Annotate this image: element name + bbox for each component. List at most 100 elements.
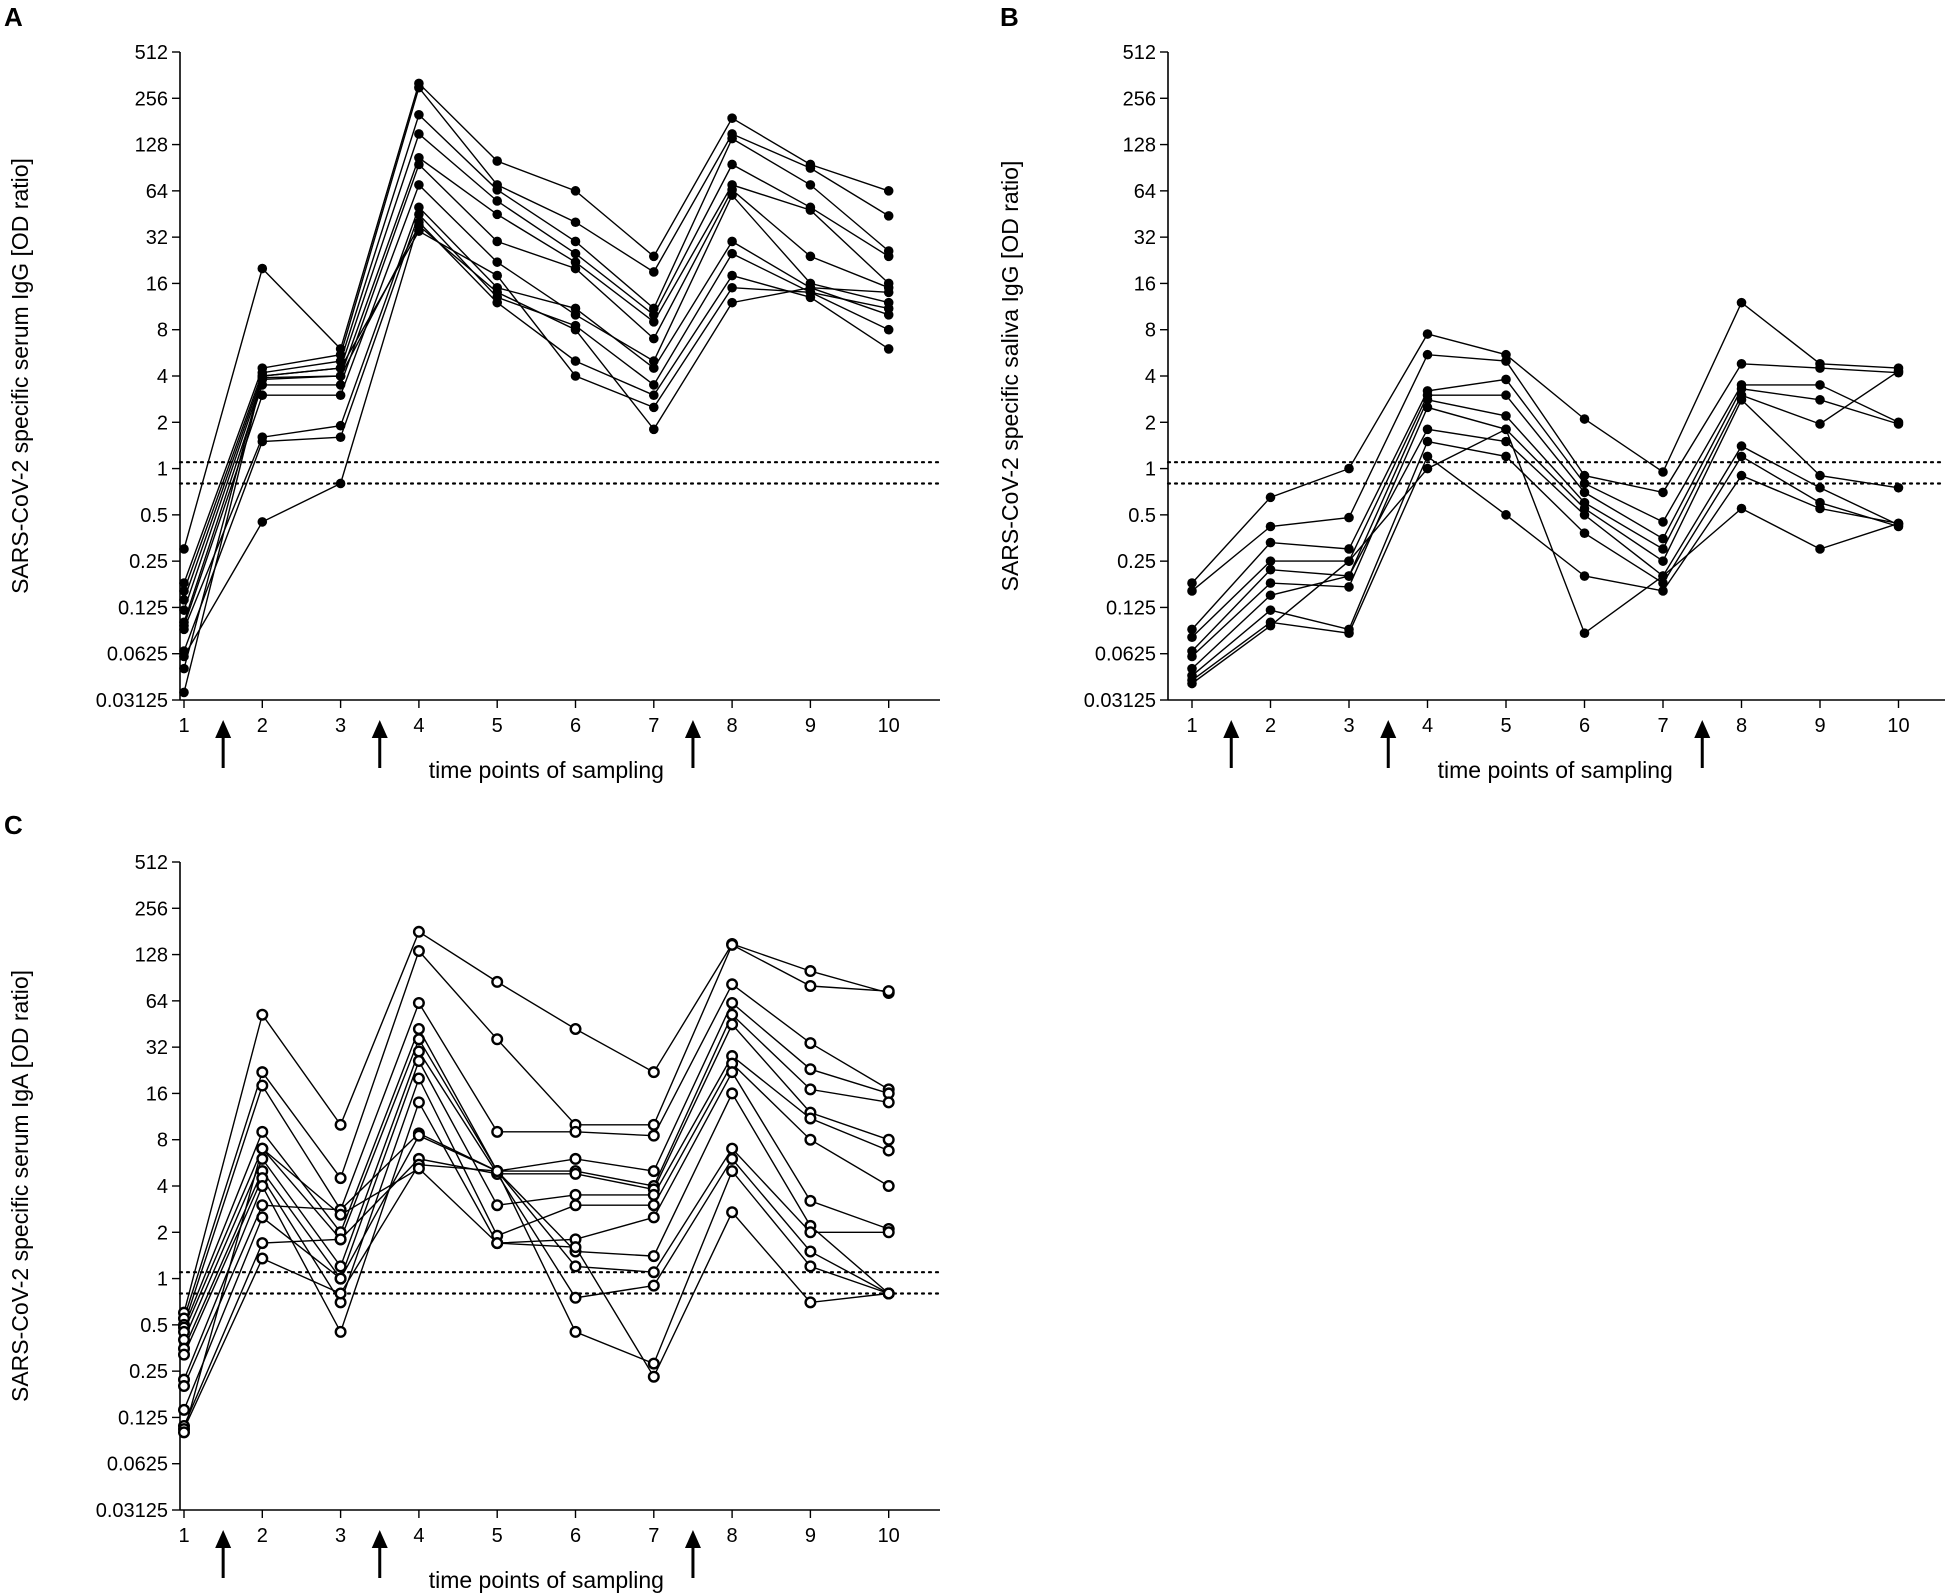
data-point (570, 371, 581, 381)
data-point (335, 371, 346, 381)
series-line (183, 113, 890, 592)
data-point (1815, 544, 1825, 554)
y-tick-label: 512 (135, 42, 168, 64)
data-point (1736, 359, 1747, 369)
y-tick-label: 0.0625 (107, 644, 168, 666)
data-point (256, 1142, 269, 1155)
series-line (1191, 353, 1899, 592)
data-point (1736, 503, 1747, 514)
x-tick-label: 2 (257, 715, 268, 737)
data-point (1344, 463, 1354, 474)
x-tick-label: 6 (570, 715, 581, 737)
y-axis-title: SARS-CoV-2 specific serum IgG [OD ratio] (7, 158, 33, 594)
series-line (183, 82, 889, 550)
data-point (649, 310, 659, 320)
data-point (1579, 510, 1590, 520)
data-point (412, 1129, 425, 1142)
data-point (727, 133, 737, 144)
data-point (726, 1165, 739, 1178)
data-point (491, 1237, 504, 1250)
x-tick-label: 7 (1657, 715, 1668, 737)
data-point (1187, 578, 1197, 588)
y-tick-label: 0.25 (129, 1361, 168, 1383)
series-line (1191, 428, 1899, 685)
series-line (183, 1070, 889, 1380)
data-point (334, 1208, 347, 1221)
data-point (569, 1260, 582, 1273)
data-point (492, 297, 503, 308)
data-point (649, 267, 659, 277)
series-line (183, 206, 889, 630)
data-point (570, 263, 581, 274)
series-line (183, 163, 889, 623)
data-point (257, 436, 268, 447)
series-line (183, 1157, 890, 1427)
x-tick-label: 10 (878, 715, 900, 737)
vaccination-arrow-head (1223, 720, 1240, 738)
y-tick-label: 64 (146, 181, 168, 203)
data-point (649, 333, 659, 344)
data-point (1501, 411, 1511, 421)
data-point (1579, 571, 1590, 581)
series-line (183, 930, 889, 1313)
data-point (1815, 395, 1825, 405)
panel-letter: A (4, 2, 23, 32)
data-point (1501, 374, 1511, 385)
data-point (414, 220, 424, 231)
data-point (804, 1063, 817, 1076)
data-point (1579, 487, 1590, 498)
data-point (412, 1055, 425, 1068)
y-tick-label: 8 (157, 1130, 168, 1152)
y-tick-label: 8 (157, 320, 168, 342)
data-point (334, 1233, 347, 1246)
data-point (1658, 578, 1668, 588)
x-axis-title: time points of sampling (429, 757, 664, 783)
x-tick-label: 5 (492, 1525, 503, 1547)
series-line (183, 1001, 889, 1328)
data-point (1579, 478, 1590, 489)
data-point (1422, 329, 1433, 339)
data-point (256, 1152, 269, 1165)
x-axis-title: time points of sampling (429, 1567, 664, 1593)
data-point (570, 356, 581, 366)
data-point (1265, 537, 1276, 548)
data-point (492, 185, 503, 195)
data-point (1187, 663, 1197, 674)
data-point (647, 1199, 660, 1212)
data-point (649, 363, 659, 373)
series-line (183, 1023, 889, 1341)
x-tick-label: 10 (878, 1525, 900, 1547)
y-tick-label: 4 (1145, 366, 1156, 388)
data-point (882, 985, 895, 998)
data-point (726, 1142, 739, 1155)
data-point (883, 186, 894, 196)
data-point (412, 1072, 425, 1085)
data-point (882, 1226, 895, 1239)
data-point (727, 297, 737, 308)
data-point (569, 1022, 582, 1035)
data-point (177, 1348, 190, 1361)
y-axis-title: SARS-CoV-2 specific saliva IgG [OD ratio… (997, 161, 1023, 592)
y-tick-label: 4 (157, 366, 168, 388)
data-point (883, 251, 894, 262)
data-point (1658, 487, 1668, 498)
data-point (649, 424, 659, 435)
series-line (183, 1013, 889, 1333)
x-tick-label: 1 (1186, 715, 1197, 737)
data-point (412, 1033, 425, 1046)
data-point (726, 996, 739, 1009)
y-tick-label: 16 (146, 273, 168, 295)
data-point (412, 1045, 425, 1058)
data-point (335, 363, 346, 373)
data-point (649, 251, 659, 262)
x-tick-label: 2 (257, 1525, 268, 1547)
data-point (804, 965, 817, 978)
data-point (883, 344, 894, 354)
data-point (257, 263, 268, 274)
data-point (883, 324, 894, 335)
data-point (882, 1096, 895, 1109)
series-line (183, 183, 889, 627)
x-tick-label: 1 (178, 1525, 189, 1547)
data-point (569, 1199, 582, 1212)
